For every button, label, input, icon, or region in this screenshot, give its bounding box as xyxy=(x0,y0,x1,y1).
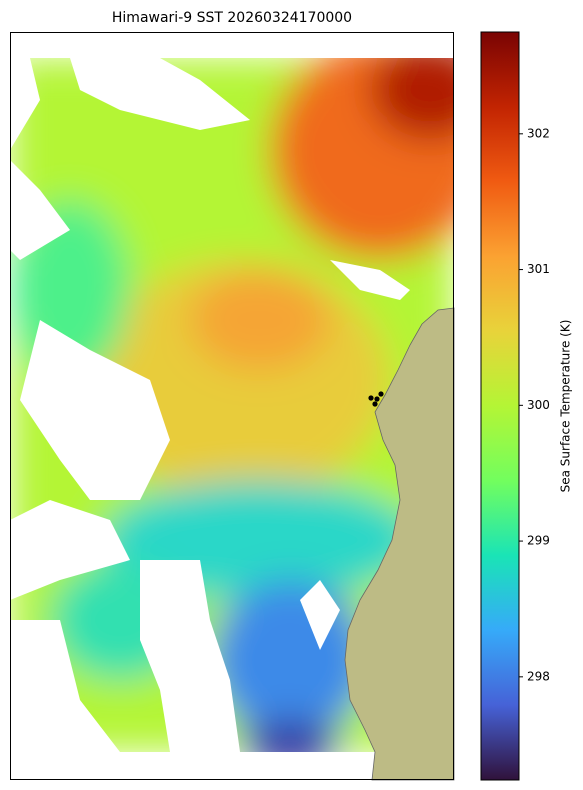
station xyxy=(372,401,378,407)
colorbar-tick-label: 302 xyxy=(527,126,550,140)
station xyxy=(368,395,374,401)
colorbar-tick-label: 300 xyxy=(527,398,550,412)
colorbar-tick-label: 298 xyxy=(527,669,550,683)
chart-title: Himawari-9 SST 20260324170000 xyxy=(112,10,352,26)
station xyxy=(378,391,384,397)
colorbar-tick-label: 299 xyxy=(527,534,550,548)
land xyxy=(344,307,455,781)
colorbar xyxy=(480,31,520,781)
map-frame xyxy=(10,32,454,780)
colorbar-label: Sea Surface Temperature (K) xyxy=(559,320,573,493)
stations xyxy=(368,391,384,407)
colorbar-tick-label: 301 xyxy=(527,262,550,276)
station xyxy=(374,396,380,402)
